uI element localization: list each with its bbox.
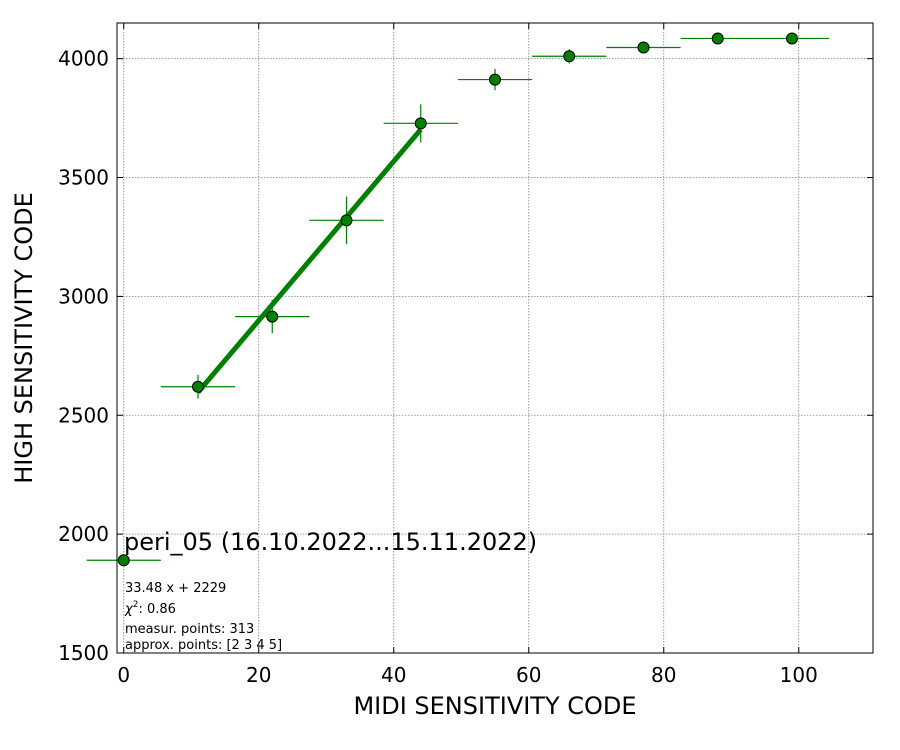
- axis-ticks: [117, 23, 873, 654]
- chi-value: : 0.86: [138, 602, 175, 617]
- fit-line-group: [196, 127, 423, 394]
- x-tick-label: 0: [117, 663, 130, 687]
- annotation-measured: measur. points: 313: [125, 622, 254, 637]
- annotation-approx: approx. points: [2 3 4 5]: [125, 638, 282, 653]
- plot-frame: [116, 22, 874, 654]
- x-tick-label: 80: [651, 663, 676, 687]
- data-point: [711, 32, 724, 45]
- y-axis-title: HIGH SENSITIVITY CODE: [10, 192, 38, 484]
- y-tick-label: 1500: [58, 641, 109, 665]
- y-tick-labels: 1500 2000 2500 3000 3500 4000: [58, 47, 109, 665]
- annotation-formula: 33.48 x + 2229: [125, 581, 226, 596]
- data-point: [192, 380, 204, 393]
- x-tick-label: 60: [516, 663, 541, 687]
- x-axis-title: MIDI SENSITIVITY CODE: [353, 692, 636, 720]
- y-tick-label: 3000: [58, 284, 109, 308]
- data-point: [563, 50, 576, 63]
- data-point: [637, 41, 650, 54]
- y-tick-label: 2000: [58, 522, 109, 546]
- chi-symbol: χ: [124, 602, 134, 617]
- x-tick-labels: 0 20 40 60 80 100: [117, 663, 817, 687]
- x-tick-label: 100: [780, 663, 818, 687]
- x-tick-label: 40: [381, 663, 406, 687]
- y-tick-label: 3500: [58, 166, 109, 190]
- y-tick-label: 2500: [58, 403, 109, 427]
- data-point: [414, 117, 427, 130]
- data-point: [340, 214, 353, 227]
- data-point: [786, 32, 798, 45]
- y-tick-label: 4000: [58, 47, 109, 71]
- chi-power: 2: [133, 600, 139, 610]
- data-point: [117, 554, 130, 567]
- grid: [117, 23, 873, 653]
- fit-line: [196, 127, 423, 394]
- data-point: [266, 310, 279, 323]
- annotation-chi: χ2: 0.86: [124, 600, 176, 617]
- x-tick-label: 20: [246, 663, 271, 687]
- data-points: [117, 32, 798, 567]
- annotation-title: peri_05 (16.10.2022...15.11.2022): [124, 528, 537, 556]
- data-point: [489, 73, 501, 86]
